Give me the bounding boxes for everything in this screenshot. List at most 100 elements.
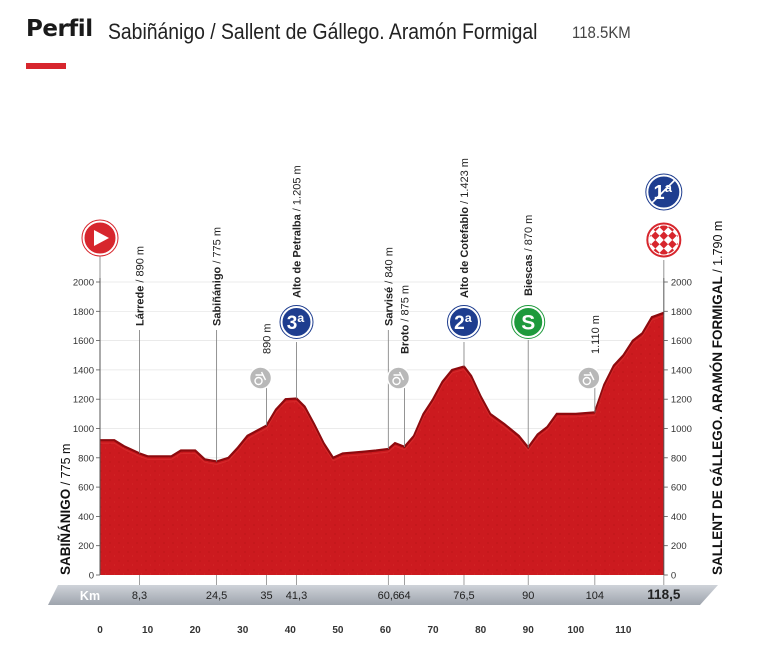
waypoint-label: Alto de Petralba / 1.205 m xyxy=(292,165,304,298)
supply-zone-glyph xyxy=(392,376,401,386)
profile-terrace xyxy=(123,448,134,454)
profile-terrace xyxy=(651,315,664,321)
play-glyph-icon xyxy=(94,230,109,246)
y-tick-label: 1200 xyxy=(671,395,692,406)
climb-category-icon xyxy=(447,306,480,338)
supply-zone-glyph xyxy=(393,371,405,381)
supply-zone-glyph xyxy=(255,371,267,381)
route-distance: 118.5KM xyxy=(572,23,631,42)
km-marker-label: 8,3 xyxy=(132,590,147,602)
profile-terrace xyxy=(133,453,140,457)
profile-terrace xyxy=(228,450,239,462)
supply-zone-glyph xyxy=(254,376,263,386)
header: Perfil Sabiñánigo / Sallent de Gállego. … xyxy=(0,0,775,80)
km-band-shape xyxy=(48,585,718,605)
waypoint-lines xyxy=(99,256,665,462)
route-title: Sabiñánigo / Sallent de Gállego. Aramón … xyxy=(108,19,538,44)
profile-terrace xyxy=(237,438,248,451)
profile-terrace xyxy=(332,455,343,462)
profile-terrace xyxy=(323,445,334,462)
waypoint-name: Alto de Petralba xyxy=(292,213,304,298)
x-tick-label: 0 xyxy=(97,625,103,636)
profile-terrace xyxy=(632,335,643,344)
waypoint-alt: / 840 m xyxy=(383,247,395,287)
waypoint-name: Lárrede xyxy=(134,286,146,326)
start-icon-ring xyxy=(81,219,119,257)
profile-terrace xyxy=(423,401,434,418)
y-tick-label: 1000 xyxy=(671,424,692,435)
profile-terrace xyxy=(641,319,653,337)
profile-terrace xyxy=(413,416,425,440)
profile-terrace xyxy=(114,442,125,450)
finish-climb-slash xyxy=(651,179,676,204)
profile-terrace xyxy=(575,414,595,418)
y-tick-label: 200 xyxy=(78,541,94,552)
y-tick-label: 0 xyxy=(671,571,676,582)
profile-terrace xyxy=(489,416,505,428)
profile-terrace xyxy=(603,368,615,388)
profile-terrace xyxy=(404,438,415,451)
profile-terrace xyxy=(313,426,325,447)
checkered-pattern xyxy=(643,219,685,261)
waypoint-name: Broto xyxy=(400,324,412,354)
waypoint-alt: / 775 m xyxy=(212,227,224,267)
y-tick-label: 200 xyxy=(671,541,687,552)
profile-terrace xyxy=(480,399,491,418)
profile-terrace xyxy=(296,401,305,410)
waypoint-name: Sabiñánigo xyxy=(212,266,224,326)
y-tick-label: 1400 xyxy=(671,365,692,376)
intermediate-sprint-icon xyxy=(512,306,545,338)
climb-category-label: 2ª xyxy=(454,313,473,334)
finish-alt: / 1.790 m xyxy=(711,221,725,277)
waypoint-label: Sarvisé / 840 m xyxy=(383,247,395,326)
profile-terrace xyxy=(216,460,229,465)
x-tick-label: 20 xyxy=(190,625,202,636)
y-tick-label: 1000 xyxy=(73,424,94,435)
profile-terrace xyxy=(171,453,182,460)
supply-zone-glyph xyxy=(582,376,592,386)
profile-terrace xyxy=(527,437,539,451)
waypoint-label: Lárrede / 890 m xyxy=(134,246,146,326)
y-tick-label: 1400 xyxy=(73,365,94,376)
y-tick-label: 600 xyxy=(78,483,94,494)
x-tick-label: 40 xyxy=(285,625,297,636)
km-band: Km 8,3 24,5 35 41,3 60,6 64 76,5 90 104 118,5 xyxy=(48,575,718,605)
x-tick-label: 60 xyxy=(380,625,392,636)
profile-terrace xyxy=(537,429,548,438)
profile-terrace xyxy=(285,400,297,403)
start-name: SABIÑÁNIGO xyxy=(58,489,73,575)
profile-terrace xyxy=(463,369,472,380)
waypoint-alt: 890 m xyxy=(262,323,274,354)
checkered-square xyxy=(659,219,669,224)
side-labels: SABIÑÁNIGO / 775 m SALLENT DE GÁLLEGO. AR… xyxy=(58,221,725,575)
x-tick-label: 80 xyxy=(475,625,487,636)
waypoint-alt: 1.110 m xyxy=(590,315,602,354)
profile-area xyxy=(100,311,665,575)
waypoint-alt: / 890 m xyxy=(134,246,146,286)
waypoint-label: Alto de Cotefablo / 1.423 m xyxy=(459,158,471,298)
climb-category-ring xyxy=(279,305,314,339)
profile-terrace xyxy=(546,416,558,431)
start-alt: / 775 m xyxy=(59,444,73,489)
profile-terrace xyxy=(432,384,444,403)
km-marker-label: 60,6 xyxy=(378,590,399,602)
x-axis: 0 10 20 30 40 50 60 70 80 90 100 110 xyxy=(97,625,632,636)
km-band-label: Km xyxy=(80,589,100,603)
y-tick-label: 1800 xyxy=(73,307,94,318)
profile-terrace xyxy=(451,369,465,374)
profile-terrace xyxy=(194,453,206,463)
y-tick-label: 1600 xyxy=(671,336,692,347)
x-tick-label: 10 xyxy=(142,625,154,636)
waypoint-label: Biescas / 870 m xyxy=(523,215,535,296)
finish-climb-ring xyxy=(645,173,683,211)
profile-terrace xyxy=(504,426,520,440)
y-tick-label: 800 xyxy=(78,453,94,464)
x-tick-label: 90 xyxy=(523,625,535,636)
profile-terrace xyxy=(622,343,634,359)
y-axis-right: 0 200 400 600 800 1000 1200 1400 1600 1800 2000 xyxy=(663,278,692,582)
waypoint-name: Biescas xyxy=(523,254,535,296)
intermediate-sprint-letter: S xyxy=(521,312,535,335)
finish-label: SALLENT DE GÁLLEGO. ARAMÓN FORMIGAL / 1.… xyxy=(710,221,725,575)
x-tick-label: 70 xyxy=(427,625,439,636)
